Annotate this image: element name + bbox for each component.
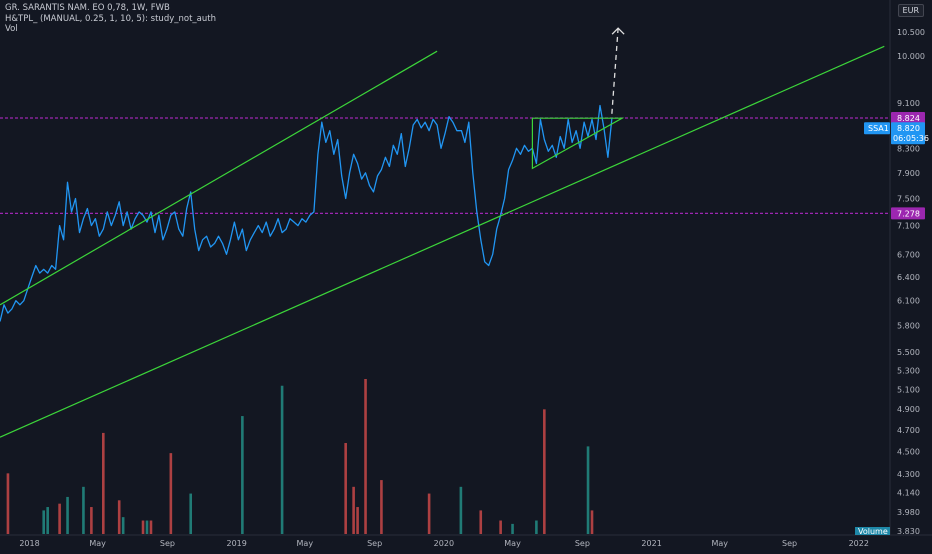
currency-button[interactable]: EUR [897, 4, 924, 17]
time-tick-label: Sep [782, 539, 797, 548]
volume-bar [364, 379, 367, 534]
price-tick-label: 6.100 [897, 297, 920, 306]
price-tick-label: 5.300 [897, 366, 920, 375]
price-tick-label: 4.700 [897, 426, 920, 435]
volume-bar [499, 520, 502, 534]
volume-bar [90, 507, 93, 534]
price-tick-label: 8.300 [897, 144, 920, 153]
price-tick-label: 3.830 [897, 527, 920, 536]
price-tick-label: 4.300 [897, 470, 920, 479]
price-line [0, 104, 613, 322]
price-tick-label: 5.100 [897, 385, 920, 394]
last-price-tag [891, 122, 925, 145]
volume-axis-tag-label: Volume [858, 527, 888, 536]
time-tick-label: May [711, 539, 728, 548]
price-tick-label: 10.500 [897, 28, 925, 37]
volume-bar [427, 493, 431, 534]
volume-bar [352, 486, 355, 534]
time-tick-label: 2018 [19, 539, 39, 548]
volume-bar [121, 517, 125, 534]
price-tick-label: 6.400 [897, 273, 920, 282]
time-tick-label: May [504, 539, 521, 548]
price-tick-label: 5.500 [897, 348, 920, 357]
volume-bar [145, 520, 149, 534]
time-tick-label: Sep [367, 539, 382, 548]
volume-bar [543, 409, 546, 534]
volume-bar [241, 416, 244, 534]
time-tick-label: May [89, 539, 106, 548]
time-tick-label: 2022 [849, 539, 869, 548]
projection-arrowhead [611, 27, 625, 35]
volume-bar [102, 432, 105, 534]
volume-bar [459, 486, 463, 534]
volume-bar [46, 507, 49, 534]
time-tick-label: 2020 [434, 539, 454, 548]
trendline-triangle[interactable] [531, 117, 625, 170]
price-tick-label: 4.900 [897, 405, 920, 414]
volume-bar [42, 510, 46, 534]
volume-bar [141, 520, 145, 534]
volume-bar [511, 523, 514, 534]
volume-axis-tag [855, 527, 890, 535]
price-tick-label: 6.700 [897, 250, 920, 259]
volume-bar [169, 453, 173, 534]
resistance-price-tag [891, 112, 925, 125]
price-tick-label: 10.000 [897, 52, 925, 61]
chart-legend: GR. SARANTIS NAM. EO 0,78, 1W, FWB H&TPL… [5, 3, 216, 35]
volume-bar [117, 500, 121, 534]
time-tick-label: 2019 [227, 539, 247, 548]
volume-bar [380, 480, 383, 534]
volume-bar [280, 385, 284, 534]
volume-bar [58, 503, 61, 534]
time-tick-label: May [297, 539, 314, 548]
price-tick-label: 9.100 [897, 99, 920, 108]
volume-bar [479, 510, 483, 534]
time-tick-label: Sep [160, 539, 175, 548]
volume-bar [590, 510, 594, 534]
price-tick-label: 7.500 [897, 194, 920, 203]
trendline-channel-upper[interactable] [0, 50, 438, 306]
volume-bar [82, 486, 85, 534]
last-price-label: 8.820 [897, 124, 920, 133]
target-projection[interactable] [611, 28, 619, 114]
time-tick-label: 2021 [641, 539, 661, 548]
symbol-tag [864, 122, 890, 135]
price-tick-label: 7.100 [897, 222, 920, 231]
volume-bar [6, 473, 10, 534]
symbol-tag-label: SSA1 [868, 124, 889, 133]
price-tick-label: 7.900 [897, 169, 920, 178]
volume-bar [356, 507, 359, 534]
resistance-price-tag-label: 8.824 [897, 114, 920, 123]
volume-bar [586, 446, 590, 534]
time-tick-label: Sep [575, 539, 590, 548]
volume-bar [66, 496, 69, 534]
volume-bar [189, 493, 193, 534]
trendline-channel-lower[interactable] [0, 45, 885, 438]
indicator-label: H&TPL_ (MANUAL, 0.25, 1, 10, 5): study_n… [5, 13, 216, 24]
volume-label: Vol [5, 24, 18, 34]
support-price-tag [891, 207, 925, 220]
volume-bar [535, 520, 538, 534]
countdown-label: 06:05:36 [893, 134, 929, 143]
price-tick-label: 4.500 [897, 447, 920, 456]
chart-title: GR. SARANTIS NAM. EO 0,78, 1W, FWB [5, 3, 170, 13]
price-tick-label: 5.800 [897, 322, 920, 331]
support-price-tag-label: 7.278 [897, 209, 920, 218]
price-tick-label: 3.980 [897, 508, 920, 517]
volume-bar [149, 520, 153, 534]
volume-bar [344, 443, 347, 534]
price-tick-label: 4.140 [897, 489, 920, 498]
